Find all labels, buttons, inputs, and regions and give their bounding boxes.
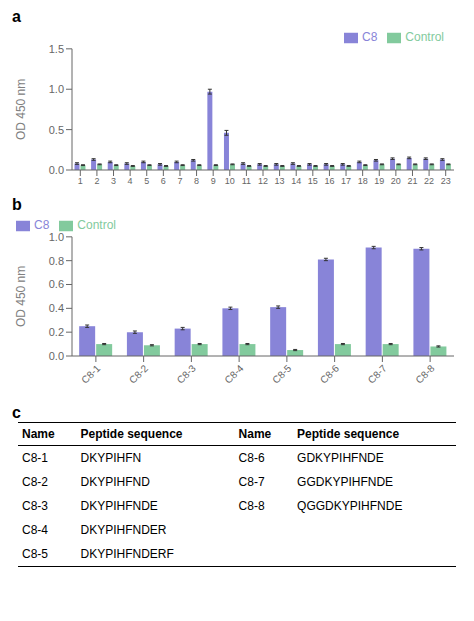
html-text:c: c <box>12 404 21 421</box>
html-text:C8-4: C8-4 <box>22 523 48 537</box>
svg-text:6: 6 <box>161 176 166 186</box>
html-text:b: b <box>12 196 22 213</box>
html-text:Control: Control <box>77 218 116 232</box>
svg-text:13: 13 <box>275 176 285 186</box>
svg-text:16: 16 <box>324 176 334 186</box>
html-text:C8-7: C8-7 <box>238 475 265 489</box>
svg-text:C8-6: C8-6 <box>318 362 341 385</box>
svg-text:1.5: 1.5 <box>49 43 64 55</box>
svg-text:C8-7: C8-7 <box>366 362 389 385</box>
svg-text:0.0: 0.0 <box>49 164 64 176</box>
html-text:DKYPIHFN: DKYPIHFN <box>80 451 142 465</box>
svg-text:12: 12 <box>258 176 268 186</box>
svg-text:C8-5: C8-5 <box>270 362 293 385</box>
html-text:C8-8: C8-8 <box>238 499 265 513</box>
svg-text:0.4: 0.4 <box>49 302 64 314</box>
svg-text:21: 21 <box>407 176 417 186</box>
svg-text:0.0: 0.0 <box>49 350 64 362</box>
svg-text:OD 450 nm: OD 450 nm <box>14 266 28 327</box>
html-text:C8-6: C8-6 <box>238 451 265 465</box>
svg-text:15: 15 <box>308 176 318 186</box>
svg-text:0.5: 0.5 <box>49 124 64 136</box>
html-text:Control: Control <box>405 30 444 44</box>
svg-text:1.0: 1.0 <box>49 83 64 95</box>
html-text:C8-5: C8-5 <box>22 547 48 561</box>
svg-text:OD 450 nm: OD 450 nm <box>14 79 28 140</box>
svg-text:23: 23 <box>441 176 451 186</box>
html-text:DKYPIHFND: DKYPIHFND <box>80 475 150 489</box>
svg-text:10: 10 <box>225 176 235 186</box>
svg-text:C8-1: C8-1 <box>79 362 102 385</box>
svg-text:17: 17 <box>341 176 351 186</box>
svg-text:1: 1 <box>78 176 83 186</box>
html-text:QGGDKYPIHFNDE: QGGDKYPIHFNDE <box>297 499 403 513</box>
svg-text:0.6: 0.6 <box>49 278 64 290</box>
svg-text:4: 4 <box>128 176 133 186</box>
html-text:C8: C8 <box>34 218 50 232</box>
svg-text:8: 8 <box>194 176 199 186</box>
svg-text:7: 7 <box>177 176 182 186</box>
svg-text:C8-2: C8-2 <box>127 362 150 385</box>
html-text:DKYPIHFNDE: DKYPIHFNDE <box>80 499 158 513</box>
html-text:C8-1: C8-1 <box>22 451 48 465</box>
svg-text:2: 2 <box>94 176 99 186</box>
svg-text:3: 3 <box>111 176 116 186</box>
html-text:C8-3: C8-3 <box>22 499 48 513</box>
svg-text:14: 14 <box>291 176 301 186</box>
html-text:Peptide sequence: Peptide sequence <box>297 427 400 441</box>
svg-text:19: 19 <box>374 176 384 186</box>
html-text:Peptide sequence: Peptide sequence <box>80 427 183 441</box>
svg-text:0.2: 0.2 <box>49 326 64 338</box>
html-text:a: a <box>12 8 21 25</box>
svg-text:18: 18 <box>358 176 368 186</box>
html-text:GDKYPIHFNDE: GDKYPIHFNDE <box>297 451 384 465</box>
svg-text:5: 5 <box>144 176 149 186</box>
html-text:C8-2: C8-2 <box>22 475 48 489</box>
svg-text:20: 20 <box>391 176 401 186</box>
svg-text:C8-8: C8-8 <box>413 362 436 385</box>
html-text:GGDKYPIHFNDE: GGDKYPIHFNDE <box>297 475 394 489</box>
svg-text:C8-4: C8-4 <box>222 362 245 385</box>
svg-text:9: 9 <box>211 176 216 186</box>
html-text:Name: Name <box>238 427 272 441</box>
svg-text:0.8: 0.8 <box>49 255 64 267</box>
html-text:Name: Name <box>22 427 55 441</box>
svg-text:1.0: 1.0 <box>49 231 64 243</box>
html-text:C8: C8 <box>362 30 378 44</box>
svg-text:22: 22 <box>424 176 434 186</box>
html-text:DKYPIHFNDERF: DKYPIHFNDERF <box>80 547 174 561</box>
html-text:DKYPIHFNDER: DKYPIHFNDER <box>80 523 167 537</box>
svg-text:11: 11 <box>242 176 251 186</box>
svg-text:C8-3: C8-3 <box>175 362 198 385</box>
